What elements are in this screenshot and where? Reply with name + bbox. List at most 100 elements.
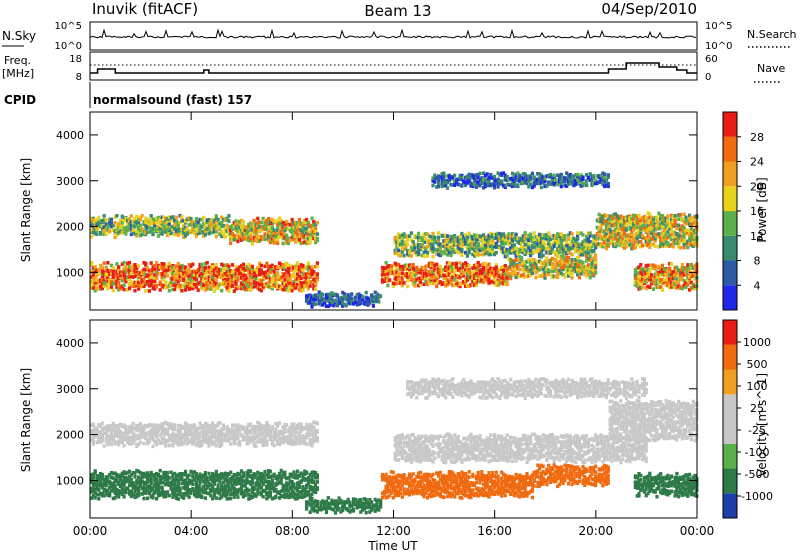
data-cell (588, 254, 592, 259)
data-cell (581, 240, 585, 244)
data-cell (200, 271, 204, 276)
data-cell (155, 260, 159, 265)
data-cell (402, 247, 406, 252)
data-cell (218, 282, 222, 287)
data-cell (554, 258, 558, 262)
data-cell (465, 243, 469, 247)
data-cell (314, 287, 318, 292)
data-cell (214, 227, 218, 231)
data-cell (510, 237, 515, 242)
data-cell (507, 178, 511, 182)
data-cell (305, 275, 309, 279)
data-cell (686, 239, 690, 244)
data-cell (633, 236, 637, 241)
data-cell (462, 234, 466, 239)
data-cell (613, 242, 618, 247)
data-cell (538, 232, 542, 237)
data-cell (225, 217, 229, 222)
data-cell (660, 242, 665, 246)
data-cell (129, 232, 133, 237)
data-cell (650, 242, 654, 247)
data-cell (572, 267, 576, 272)
data-cell (122, 287, 126, 292)
data-cell (229, 231, 233, 236)
data-cell (342, 294, 347, 298)
data-cell (622, 232, 627, 237)
data-cell (263, 264, 267, 269)
data-cell (653, 222, 657, 226)
data-cell (622, 218, 627, 223)
data-cell (146, 273, 150, 277)
data-cell (212, 225, 216, 230)
data-cell (601, 221, 605, 226)
data-cell (456, 238, 460, 242)
data-cell (664, 232, 668, 237)
data-cell (505, 178, 509, 183)
data-cell (131, 268, 135, 273)
data-cell (146, 230, 150, 235)
data-cell (478, 171, 482, 176)
data-cell (310, 216, 314, 221)
data-cell (137, 218, 141, 222)
data-cell (536, 244, 540, 248)
data-cell (657, 280, 661, 285)
data-cell (241, 282, 245, 286)
data-cell (104, 232, 108, 236)
data-cell (180, 219, 184, 223)
data-cell (512, 184, 516, 188)
data-cell (684, 241, 688, 246)
data-cell (509, 271, 513, 276)
data-cell (250, 269, 254, 273)
data-cell (556, 272, 560, 277)
data-cell (460, 240, 464, 244)
data-cell (547, 175, 551, 179)
data-cell (671, 235, 675, 240)
data-cell (650, 273, 654, 277)
freq-tick-bottom: 8 (76, 72, 82, 83)
data-cell (552, 173, 556, 178)
data-cell (565, 184, 569, 188)
data-cell (395, 262, 399, 267)
data-cell (238, 267, 242, 272)
data-cell (664, 239, 668, 244)
data-cell (272, 271, 276, 276)
data-cell (151, 232, 155, 236)
data-cell (241, 228, 245, 233)
data-cell (601, 171, 605, 176)
data-cell (449, 273, 453, 278)
data-cell (276, 225, 280, 229)
data-cell (415, 250, 419, 255)
data-cell (487, 277, 491, 282)
data-cell (462, 242, 466, 247)
data-cell (449, 236, 453, 241)
data-cell (635, 271, 639, 275)
data-cell (579, 271, 583, 276)
data-cell (205, 283, 209, 287)
data-cell (585, 179, 589, 183)
data-cell (395, 245, 399, 250)
data-cell (411, 263, 415, 267)
data-cell (525, 274, 529, 279)
data-cell (102, 270, 106, 274)
data-cell (393, 269, 397, 273)
data-cell (599, 180, 603, 184)
data-cell (402, 274, 406, 279)
data-cell (603, 230, 607, 234)
power-ylabel: Slant Range [km] (19, 158, 33, 262)
data-cell (234, 286, 238, 291)
data-cell (530, 243, 534, 248)
data-cell (238, 230, 242, 235)
data-cell (662, 216, 666, 221)
data-cell (444, 284, 448, 288)
data-cell (292, 220, 296, 225)
data-cell (104, 276, 108, 280)
data-cell (523, 242, 527, 247)
data-cell (301, 268, 305, 273)
data-cell (491, 235, 495, 239)
data-cell (328, 294, 332, 298)
data-cell (588, 275, 592, 280)
data-cell (402, 240, 406, 245)
data-cell (554, 253, 558, 257)
data-cell (294, 275, 298, 279)
data-cell (485, 277, 489, 281)
